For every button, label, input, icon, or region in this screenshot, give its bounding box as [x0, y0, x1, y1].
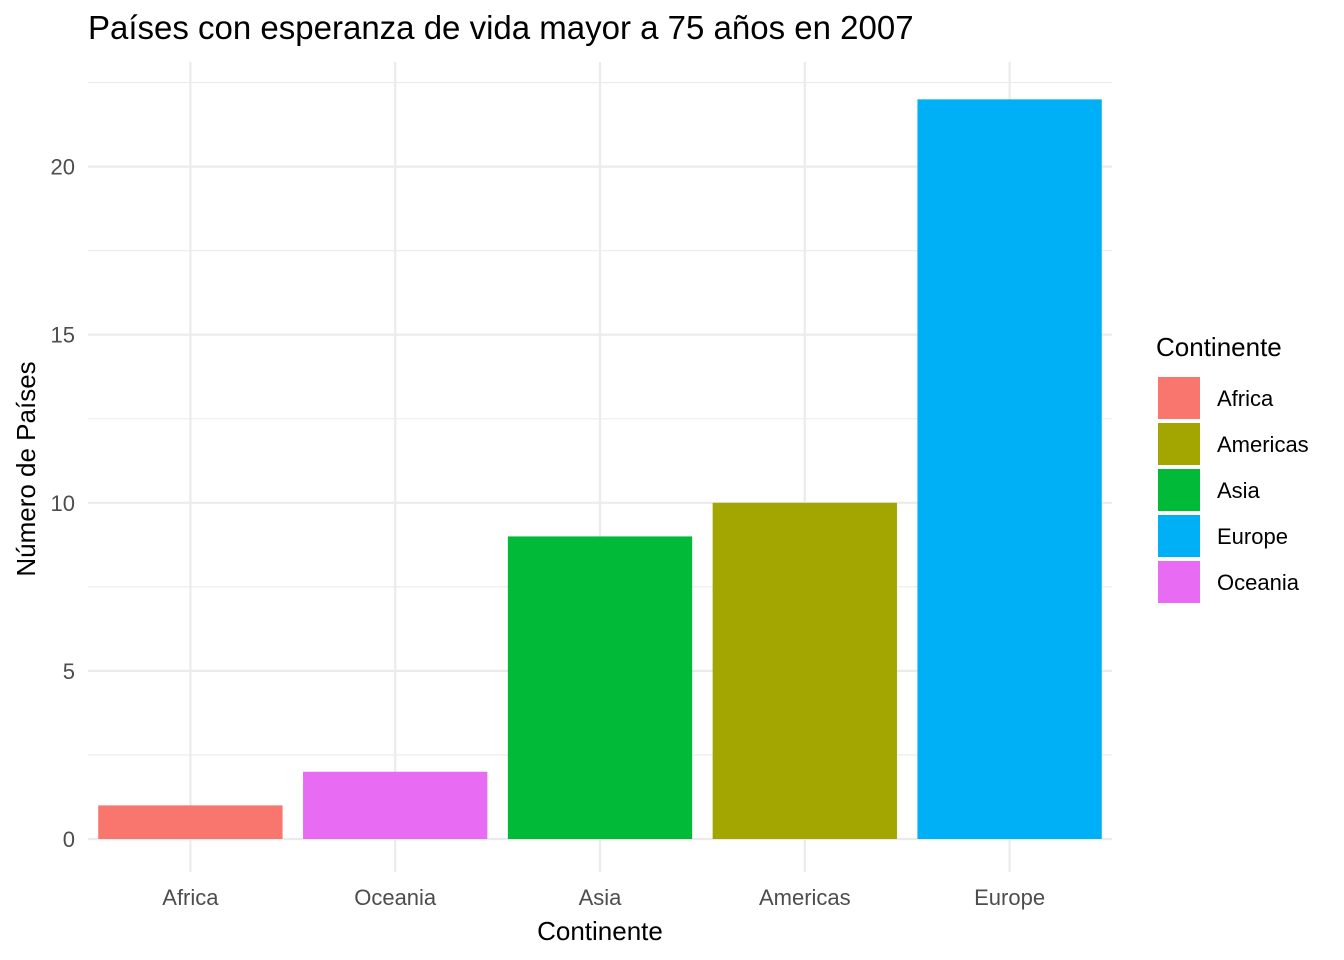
legend: Continente Africa Americas Asia Europe Ocean…: [1156, 332, 1309, 603]
bar-americas: [712, 502, 897, 839]
legend-key-americas: [1158, 423, 1200, 465]
x-axis-ticks: Africa Oceania Asia Americas Europe: [162, 885, 1045, 910]
bar-asia: [507, 536, 693, 839]
legend-key-oceania: [1158, 561, 1200, 603]
bar-africa: [98, 805, 283, 839]
bars: [98, 99, 1102, 840]
bar-oceania: [303, 771, 488, 839]
legend-label-oceania: Oceania: [1217, 570, 1300, 595]
x-tick-label: Asia: [579, 885, 623, 910]
y-tick-label: 0: [63, 827, 75, 852]
y-axis-ticks: 0 5 10 15 20: [51, 155, 75, 852]
legend-key-europe: [1158, 515, 1200, 557]
y-tick-label: 10: [51, 491, 75, 516]
y-tick-label: 5: [63, 659, 75, 684]
legend-key-africa: [1158, 377, 1200, 419]
x-tick-label: Africa: [162, 885, 219, 910]
chart-title: Países con esperanza de vida mayor a 75 …: [88, 9, 914, 46]
x-tick-label: Oceania: [354, 885, 437, 910]
x-axis-title: Continente: [537, 916, 663, 946]
y-axis-title: Número de Países: [11, 361, 41, 576]
y-tick-label: 20: [51, 155, 75, 180]
bar-europe: [917, 99, 1102, 840]
x-tick-label: Americas: [759, 885, 851, 910]
legend-label-asia: Asia: [1217, 478, 1261, 503]
x-tick-label: Europe: [974, 885, 1045, 910]
legend-key-asia: [1158, 469, 1200, 511]
legend-title: Continente: [1156, 332, 1282, 362]
legend-label-europe: Europe: [1217, 524, 1288, 549]
legend-label-africa: Africa: [1217, 386, 1274, 411]
legend-label-americas: Americas: [1217, 432, 1309, 457]
y-tick-label: 15: [51, 323, 75, 348]
